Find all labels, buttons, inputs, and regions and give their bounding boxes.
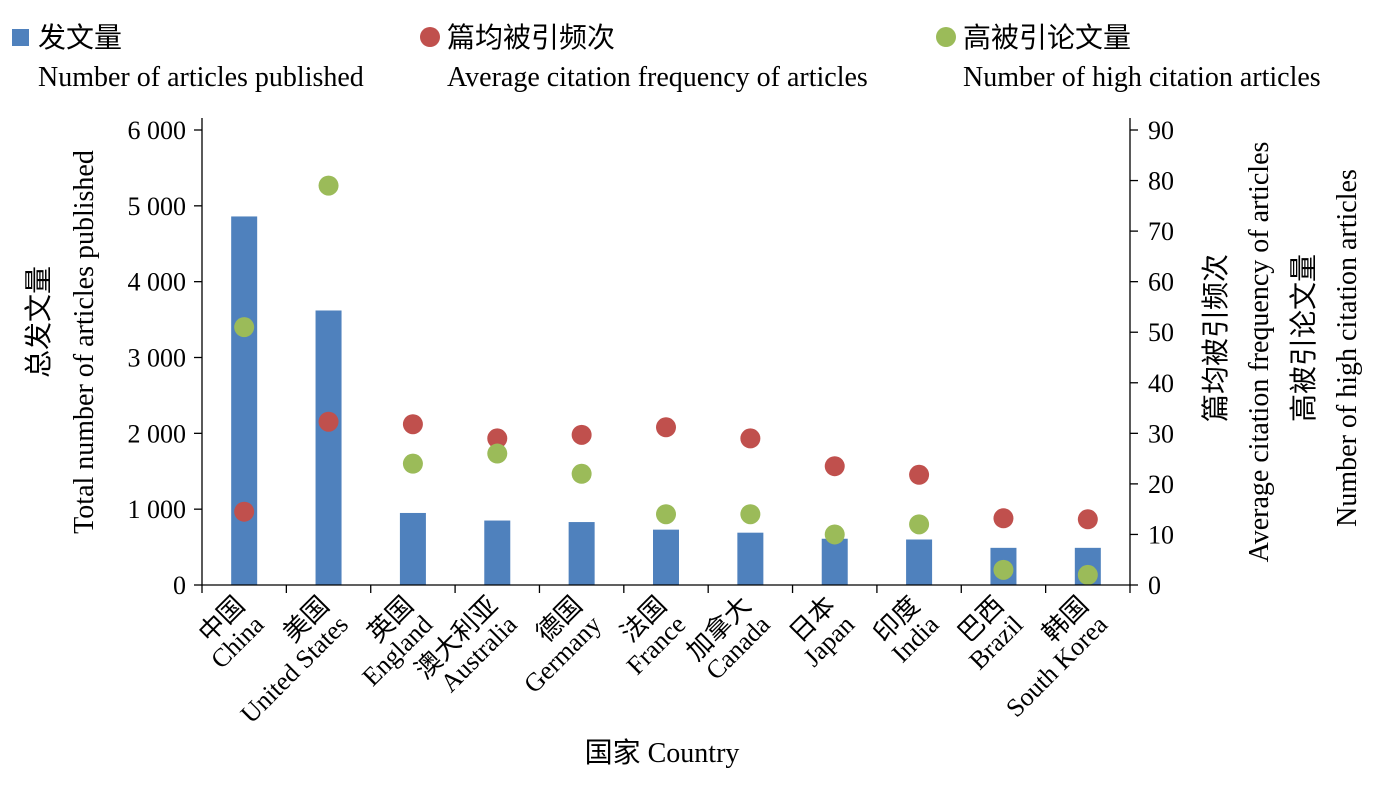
legend-label-en-0: Number of articles published <box>38 62 364 93</box>
point-s1-8 <box>909 464 930 485</box>
left-tick-label-6: 6 000 <box>128 116 187 145</box>
right-axis-title-3: Number of high citation articles <box>1332 169 1363 527</box>
left-axis-title-en: Total number of articles published <box>69 150 100 534</box>
point-s2-0 <box>234 317 255 338</box>
legend-marker-1 <box>420 27 440 47</box>
bar-0 <box>231 216 258 585</box>
bar-4 <box>568 522 595 585</box>
point-s2-1 <box>318 175 339 196</box>
bar-7 <box>821 538 848 585</box>
point-s2-10 <box>1077 564 1098 585</box>
point-s2-2 <box>402 453 423 474</box>
right-tick-label-1: 10 <box>1148 520 1174 549</box>
point-s2-9 <box>993 559 1014 580</box>
left-tick-label-1: 1 000 <box>128 495 187 524</box>
right-tick-label-3: 30 <box>1148 419 1174 448</box>
point-s1-9 <box>993 508 1014 529</box>
point-s1-4 <box>571 424 592 445</box>
point-s1-6 <box>740 428 761 449</box>
x-axis-title: 国家 Country <box>585 737 740 769</box>
right-tick-label-7: 70 <box>1148 217 1174 246</box>
left-tick-label-3: 3 000 <box>128 344 187 373</box>
bar-6 <box>737 532 764 585</box>
bar-1 <box>315 310 342 585</box>
bar-2 <box>399 512 426 585</box>
legend-label-cn-2: 高被引论文量 <box>963 22 1131 54</box>
left-tick-label-4: 4 000 <box>128 268 187 297</box>
right-axis-title-0: 篇均被引频次 <box>1200 254 1232 422</box>
point-s1-10 <box>1077 509 1098 530</box>
bar-5 <box>653 529 679 585</box>
legend-label-en-1: Average citation frequency of articles <box>447 62 868 93</box>
legend-label-en-2: Number of high citation articles <box>963 62 1321 93</box>
point-s1-5 <box>656 417 676 438</box>
point-s1-2 <box>402 414 423 435</box>
right-tick-label-8: 80 <box>1148 167 1174 196</box>
point-s2-8 <box>909 514 930 535</box>
point-s1-7 <box>824 456 845 477</box>
left-tick-label-5: 5 000 <box>128 192 187 221</box>
right-tick-label-0: 0 <box>1148 571 1161 600</box>
bar-8 <box>906 539 933 585</box>
right-axis-title-1: Average citation frequency of articles <box>1244 142 1275 563</box>
right-tick-label-5: 50 <box>1148 318 1174 347</box>
point-s2-3 <box>487 443 508 464</box>
left-axis-title-cn: 总发文量 <box>23 266 55 378</box>
legend-label-cn-0: 发文量 <box>38 22 122 54</box>
plot-area: 0 1 000 2 000 3 000 4 000 5 000 6 000 0 10 20 30 40… <box>23 116 1363 769</box>
point-s1-3 <box>487 428 508 449</box>
bar-3 <box>484 520 511 585</box>
left-tick-label-2: 2 000 <box>128 419 187 448</box>
point-s1-1 <box>318 411 339 432</box>
point-s2-5 <box>656 504 676 525</box>
left-tick-label-0: 0 <box>173 571 186 600</box>
legend-marker-2 <box>936 27 956 47</box>
legend-label-cn-1: 篇均被引频次 <box>447 22 615 54</box>
point-s2-7 <box>824 524 845 545</box>
point-s1-0 <box>234 501 255 522</box>
legend-marker-0 <box>12 29 29 46</box>
right-tick-label-9: 90 <box>1148 116 1174 145</box>
point-s2-4 <box>571 463 592 484</box>
right-tick-label-6: 60 <box>1148 268 1174 297</box>
legend: 发文量 Number of articles published 篇均被引频次 Ave… <box>12 22 1321 93</box>
right-tick-label-4: 40 <box>1148 369 1174 398</box>
point-s2-6 <box>740 504 761 525</box>
right-tick-label-2: 20 <box>1148 470 1174 499</box>
right-axis-title-2: 高被引论文量 <box>1288 254 1320 422</box>
